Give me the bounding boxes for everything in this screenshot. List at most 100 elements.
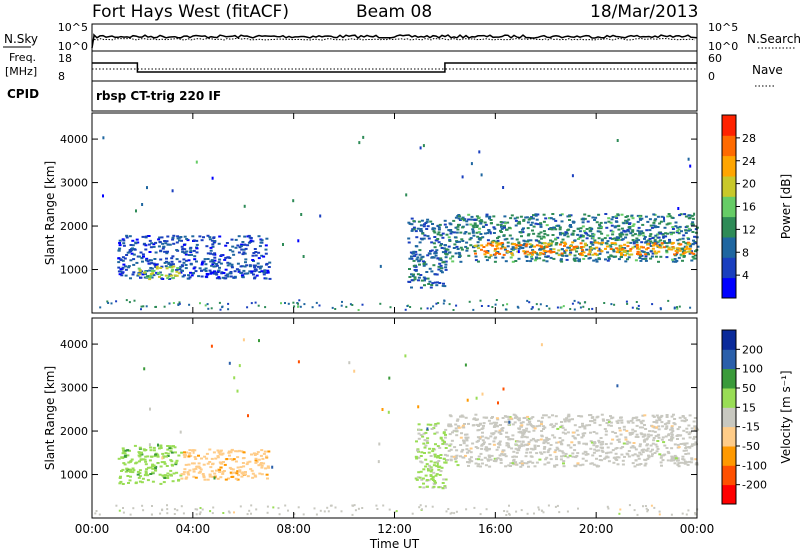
echo-cell (603, 428, 607, 430)
echo-cell (474, 446, 478, 448)
echo-cell (622, 428, 626, 431)
echo-cell (230, 238, 234, 241)
echo-cell (631, 431, 635, 434)
echo-cell (422, 276, 426, 279)
echo-cell (592, 444, 596, 447)
echo-cell (188, 469, 192, 472)
echo-cell (120, 470, 123, 472)
echo-cell (486, 232, 490, 235)
echo-cell (689, 244, 692, 247)
echo-cell (580, 436, 584, 439)
echo-cell (554, 455, 558, 458)
echo-cell (425, 220, 429, 223)
echo-cell (231, 468, 235, 471)
echo-cell (459, 260, 463, 263)
echo-cell (414, 253, 418, 256)
ground-scatter-cell (569, 308, 572, 310)
echo-cell (670, 248, 674, 251)
echo-cell (166, 455, 170, 457)
echo-cell (171, 238, 175, 241)
echo-cell (511, 243, 515, 246)
echo-cell (600, 250, 604, 253)
echo-cell (642, 246, 645, 249)
echo-cell (569, 446, 573, 449)
echo-cell (138, 460, 141, 463)
ground-scatter-cell (246, 306, 249, 309)
echo-cell (474, 419, 478, 421)
echo-cell (462, 439, 465, 442)
echo-cell (181, 275, 185, 278)
echo-cell (128, 249, 132, 251)
echo-cell (144, 472, 148, 475)
echo-cell (691, 443, 694, 446)
echo-cell (487, 230, 491, 233)
echo-cell (654, 443, 658, 446)
echo-cell (234, 238, 238, 241)
echo-cell (659, 416, 663, 419)
ground-scatter-cell (334, 308, 337, 310)
ground-scatter-cell (637, 307, 640, 310)
echo-cell (433, 461, 437, 464)
echo-cell (577, 415, 581, 417)
echo-cell (163, 240, 167, 242)
echo-cell (152, 274, 156, 277)
sparse-echo-cell (378, 442, 381, 446)
echo-cell (161, 247, 165, 250)
sparse-echo-cell (146, 186, 148, 190)
echo-cell (178, 239, 181, 242)
echo-cell (253, 474, 257, 477)
echo-cell (609, 442, 613, 445)
echo-cell (429, 220, 433, 223)
echo-cell (619, 433, 623, 436)
echo-cell (168, 243, 172, 246)
echo-cell (503, 225, 506, 228)
echo-cell (548, 250, 552, 253)
echo-cell (682, 458, 686, 461)
echo-cell (626, 250, 630, 253)
echo-cell (561, 238, 565, 241)
echo-cell (601, 418, 605, 421)
echo-cell (229, 471, 233, 474)
echo-cell (503, 238, 507, 241)
echo-cell (542, 252, 545, 255)
echo-cell (673, 462, 677, 465)
echo-cell (531, 416, 535, 419)
echo-cell (534, 213, 538, 216)
echo-cell (621, 238, 625, 241)
echo-cell (665, 245, 668, 248)
echo-cell (658, 453, 662, 456)
echo-cell (415, 457, 419, 460)
sparse-echo-cell (228, 361, 231, 365)
echo-cell (522, 431, 526, 434)
echo-cell (624, 436, 628, 439)
echo-cell (242, 473, 246, 476)
echo-cell (606, 240, 610, 243)
echo-cell (416, 273, 420, 276)
echo-cell (504, 465, 508, 468)
echo-cell (518, 440, 522, 443)
echo-cell (422, 468, 426, 471)
echo-cell (480, 447, 484, 450)
echo-cell (434, 424, 438, 427)
echo-cell (693, 241, 697, 243)
echo-cell (118, 244, 122, 247)
echo-cell (461, 240, 465, 242)
echo-cell (434, 252, 438, 254)
echo-cell (663, 226, 667, 229)
echo-cell (560, 248, 564, 251)
echo-cell (530, 244, 534, 247)
echo-cell (160, 274, 164, 276)
echo-cell (510, 248, 514, 251)
echo-cell (549, 242, 553, 245)
colorbar-tick-label: 50 (742, 382, 756, 395)
echo-cell (620, 231, 624, 234)
echo-cell (581, 432, 585, 435)
echo-cell (436, 445, 440, 448)
echo-cell (498, 443, 502, 446)
echo-cell (676, 428, 680, 431)
echo-cell (128, 235, 132, 238)
echo-cell (549, 256, 553, 259)
ground-scatter-cell (326, 506, 329, 509)
echo-cell (631, 230, 635, 233)
echo-cell (180, 451, 184, 454)
